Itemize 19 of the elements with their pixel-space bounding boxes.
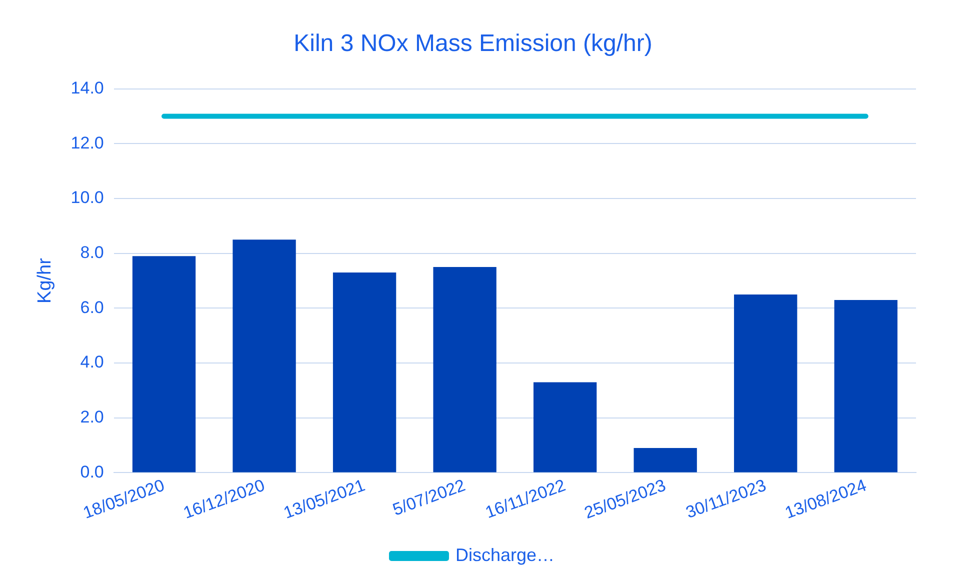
y-tick-label: 12.0 <box>70 133 104 152</box>
bar <box>232 240 296 472</box>
y-tick-label: 6.0 <box>80 298 104 317</box>
legend-label: Discharge… <box>455 544 555 565</box>
y-axis-title: Kg/hr <box>34 257 56 304</box>
bar <box>533 382 597 472</box>
y-tick-label: 0.0 <box>80 462 104 482</box>
bar <box>132 256 196 472</box>
bar <box>634 448 697 472</box>
bar <box>433 267 496 472</box>
y-tick-label: 8.0 <box>80 243 104 262</box>
y-tick-label: 14.0 <box>70 78 104 98</box>
bar <box>734 294 798 472</box>
bar <box>332 272 396 472</box>
y-tick-label: 10.0 <box>70 188 104 208</box>
bar <box>834 300 898 472</box>
chart-title: Kiln 3 NOx Mass Emission (kg/hr) <box>294 30 652 58</box>
y-tick-label: 4.0 <box>80 352 104 372</box>
y-tick-label: 2.0 <box>80 408 104 427</box>
